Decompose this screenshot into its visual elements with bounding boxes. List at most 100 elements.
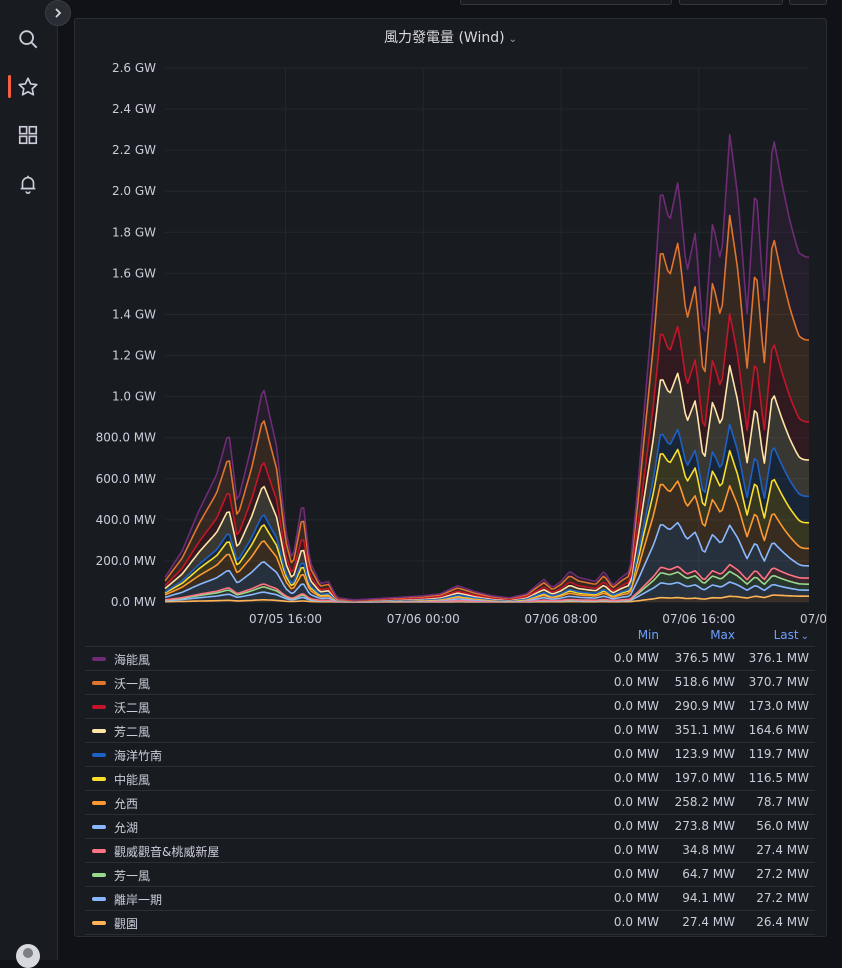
legend-min-header[interactable]: Min: [637, 628, 659, 642]
legend-name[interactable]: 沃一風: [114, 677, 151, 691]
legend-row[interactable]: 芳二風 0.0 MW 351.1 MW 164.6 MW: [85, 718, 815, 742]
series-lines: [164, 133, 809, 603]
toolbar-control[interactable]: [789, 0, 827, 5]
y-axis-labels: 0.0 MW 200.0 MW 400.0 MW 600.0 MW 800.0 MW 1.…: [96, 61, 157, 609]
legend-row[interactable]: 觀威觀音&桃威新屋 0.0 MW 34.8 MW 27.4 MW: [85, 838, 815, 862]
toolbar-control[interactable]: [679, 0, 783, 5]
legend-swatch[interactable]: [92, 705, 106, 709]
legend-row[interactable]: 沃二風 0.0 MW 290.9 MW 173.0 MW: [85, 694, 815, 718]
legend-swatch[interactable]: [92, 729, 106, 733]
legend-max: 64.7 MW: [682, 867, 735, 881]
legend-row[interactable]: 觀園 0.0 MW 27.4 MW 26.4 MW: [85, 910, 815, 935]
legend-last: 164.6 MW: [748, 723, 809, 737]
legend-table: 海能風 0.0 MW 376.5 MW 376.1 MW 沃一風 0.0 MW 518.6 …: [85, 646, 815, 935]
legend-last: 173.0 MW: [748, 699, 809, 713]
legend-header: Min Max Last ⌄: [85, 626, 815, 646]
legend-row[interactable]: 芳一風 0.0 MW 64.7 MW 27.2 MW: [85, 862, 815, 886]
panel-title[interactable]: 風力發電量 (Wind) ⌄: [384, 30, 517, 46]
legend-min: 0.0 MW: [613, 915, 659, 929]
legend-swatch[interactable]: [92, 657, 106, 661]
series-line: [164, 364, 809, 602]
legend-swatch[interactable]: [92, 681, 106, 685]
legend-max: 273.8 MW: [674, 819, 735, 833]
y-tick-label: 2.6 GW: [112, 61, 156, 75]
legend-max: 290.9 MW: [674, 699, 735, 713]
legend-swatch[interactable]: [92, 777, 106, 781]
legend-row[interactable]: 海能風 0.0 MW 376.5 MW 376.1 MW: [85, 646, 815, 670]
dashboards-grid-icon[interactable]: [14, 121, 42, 149]
legend-row[interactable]: 海洋竹南 0.0 MW 123.9 MW 119.7 MW: [85, 742, 815, 766]
star-icon[interactable]: [14, 73, 42, 101]
legend-last: 27.2 MW: [756, 891, 809, 905]
legend-name[interactable]: 沃二風: [114, 701, 151, 715]
x-tick-label: 07/07 00:00: [800, 612, 826, 624]
series-line: [164, 312, 809, 602]
legend-last: 376.1 MW: [748, 651, 809, 665]
legend-row[interactable]: 離岸一期 0.0 MW 94.1 MW 27.2 MW: [85, 886, 815, 910]
legend-last: 56.0 MW: [756, 819, 809, 833]
y-tick-label: 400.0 MW: [96, 513, 157, 527]
legend-name[interactable]: 離岸一期: [114, 893, 163, 907]
legend-swatch[interactable]: [92, 897, 106, 901]
legend-max: 258.2 MW: [674, 795, 735, 809]
legend-row[interactable]: 允湖 0.0 MW 273.8 MW 56.0 MW: [85, 814, 815, 838]
legend-min: 0.0 MW: [613, 675, 659, 689]
legend-name[interactable]: 允湖: [114, 821, 139, 835]
search-icon[interactable]: [14, 25, 42, 53]
legend-row[interactable]: 中能風 0.0 MW 197.0 MW 116.5 MW: [85, 766, 815, 790]
legend-last: 116.5 MW: [748, 771, 809, 785]
legend-swatch[interactable]: [92, 849, 106, 853]
legend-name[interactable]: 海洋竹南: [114, 749, 163, 763]
legend-min: 0.0 MW: [613, 651, 659, 665]
series-area: [165, 582, 809, 602]
x-tick-label: 07/06 00:00: [387, 612, 460, 624]
legend-last: 27.4 MW: [756, 843, 809, 857]
legend-max: 376.5 MW: [674, 651, 735, 665]
y-tick-label: 200.0 MW: [96, 554, 157, 568]
legend-max-header[interactable]: Max: [710, 628, 735, 642]
legend-last: 27.2 MW: [756, 867, 809, 881]
x-tick-label: 07/06 08:00: [525, 612, 598, 624]
legend-swatch[interactable]: [92, 921, 106, 925]
chevron-down-icon: ⌄: [508, 34, 517, 45]
legend-name[interactable]: 允西: [114, 797, 139, 811]
expand-sidebar-button[interactable]: [45, 0, 71, 26]
series-areas: [165, 134, 809, 602]
y-tick-label: 1.2 GW: [112, 349, 156, 363]
y-tick-label: 2.0 GW: [112, 184, 156, 198]
legend-min: 0.0 MW: [613, 795, 659, 809]
toolbar-control[interactable]: [460, 0, 672, 5]
legend-name[interactable]: 芳二風: [114, 725, 151, 739]
sidebar: [0, 0, 58, 968]
y-tick-label: 2.2 GW: [112, 143, 156, 157]
legend-min: 0.0 MW: [613, 699, 659, 713]
legend-swatch[interactable]: [92, 825, 106, 829]
legend-min: 0.0 MW: [613, 723, 659, 737]
active-nav-marker: [8, 75, 11, 98]
legend-name[interactable]: 中能風: [114, 773, 151, 787]
legend-max: 351.1 MW: [674, 723, 735, 737]
y-tick-label: 1.6 GW: [112, 266, 156, 280]
legend-name[interactable]: 海能風: [114, 653, 151, 667]
legend-swatch[interactable]: [92, 801, 106, 805]
avatar[interactable]: [16, 944, 40, 968]
legend-min: 0.0 MW: [613, 891, 659, 905]
legend-swatch[interactable]: [92, 753, 106, 757]
wind-power-chart: 0.0 MW 200.0 MW 400.0 MW 600.0 MW 800.0 MW 1.…: [96, 61, 826, 624]
legend-max: 197.0 MW: [674, 771, 735, 785]
legend-name[interactable]: 觀威觀音&桃威新屋: [114, 845, 220, 859]
legend-last-header[interactable]: Last ⌄: [773, 628, 809, 642]
chart-grid: [165, 67, 809, 603]
bell-icon[interactable]: [14, 170, 42, 198]
series-line: [164, 214, 809, 601]
legend-last: 119.7 MW: [748, 747, 809, 761]
legend-name[interactable]: 芳一風: [114, 869, 151, 883]
legend-row[interactable]: 沃一風 0.0 MW 518.6 MW 370.7 MW: [85, 670, 815, 694]
y-tick-label: 1.4 GW: [112, 307, 156, 321]
x-tick-label: 07/06 16:00: [662, 612, 735, 624]
series-line: [164, 133, 809, 601]
legend-row[interactable]: 允西 0.0 MW 258.2 MW 78.7 MW: [85, 790, 815, 814]
y-tick-label: 2.4 GW: [112, 102, 156, 116]
legend-swatch[interactable]: [92, 873, 106, 877]
legend-name[interactable]: 觀園: [114, 917, 139, 931]
